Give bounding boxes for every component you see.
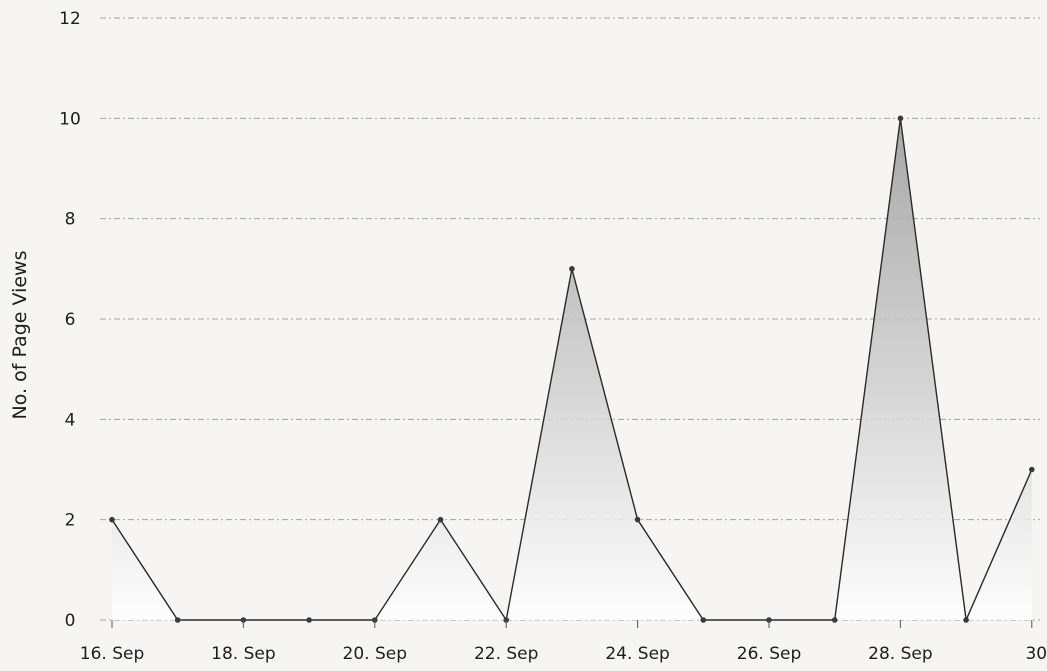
data-point-21-Sep [437, 516, 444, 523]
x-tick-label: 30. ... [1025, 644, 1047, 664]
series-area [112, 118, 1032, 620]
y-tick-label: 8 [65, 210, 76, 230]
data-point-16-Sep [109, 516, 115, 523]
data-point-27-Sep [831, 617, 838, 623]
data-point-23-Sep [569, 266, 575, 272]
x-tick-label: 16. Sep [80, 644, 144, 664]
x-tick-label: 24. Sep [605, 644, 669, 664]
y-axis-ticks: 0 2 4 6 8 10 12 [59, 9, 81, 631]
x-tick-label: 20. Sep [343, 644, 407, 664]
x-tick-label: 26. Sep [737, 644, 801, 664]
data-point-24-Sep [634, 516, 641, 523]
y-tick-label: 12 [59, 9, 81, 29]
data-point-17-Sep [174, 617, 181, 623]
y-tick-label: 0 [65, 611, 76, 631]
area-fill [112, 118, 1032, 620]
data-point-28-Sep [897, 115, 904, 122]
x-tick-label: 22. Sep [474, 644, 538, 664]
data-point-25-Sep [700, 617, 707, 623]
y-tick-label: 10 [59, 109, 81, 129]
y-tick-label: 6 [65, 310, 76, 330]
x-tick-label: 18. Sep [211, 644, 275, 664]
data-point-19-Sep [306, 617, 312, 623]
x-tick-label: 28. Sep [868, 644, 932, 664]
y-axis-title: No. of Page Views [9, 251, 31, 420]
data-point-29-Sep [963, 617, 969, 623]
y-tick-label: 4 [65, 410, 76, 430]
x-axis-ticks: 16. Sep 18. Sep 20. Sep 22. Sep 24. Sep 26. S… [80, 620, 1047, 664]
y-tick-label: 2 [65, 511, 76, 531]
data-point-30-Sep [1029, 466, 1035, 473]
